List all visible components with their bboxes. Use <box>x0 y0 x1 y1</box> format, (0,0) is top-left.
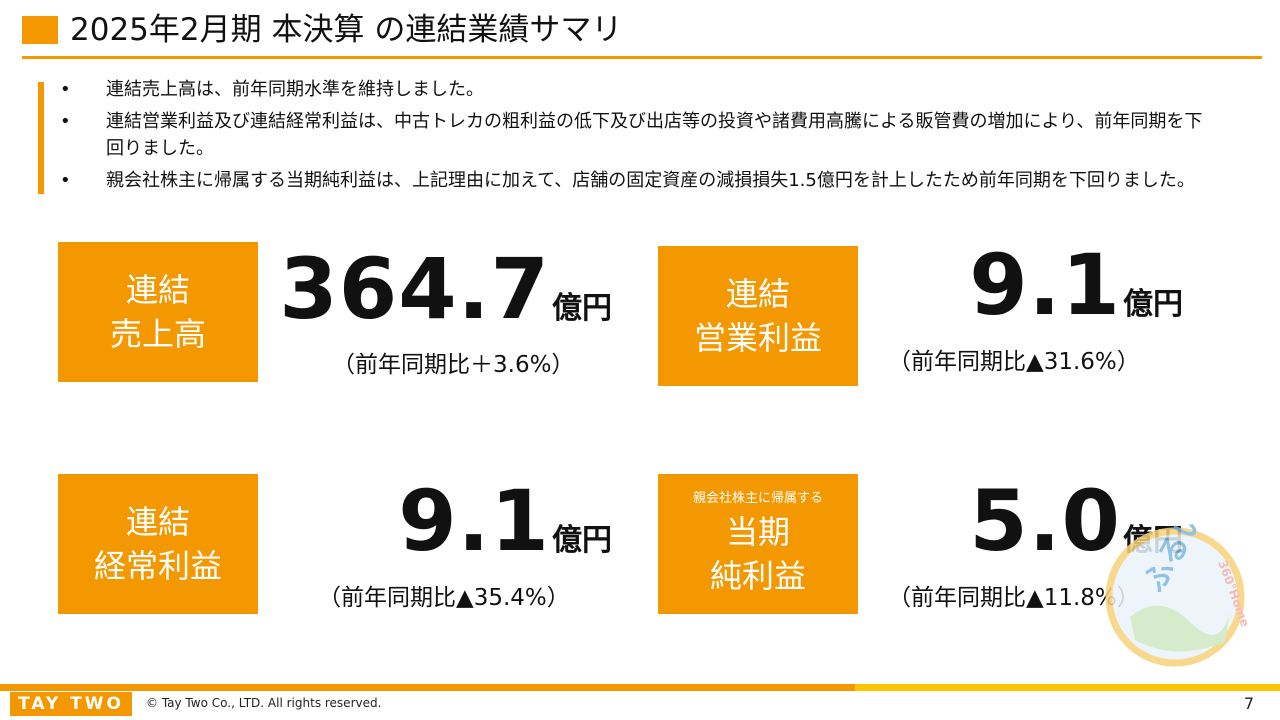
ordinary-value: 9.1億円 <box>398 472 612 570</box>
operating-number: 9.1 <box>969 236 1121 334</box>
ordinary-label-line2: 経常利益 <box>93 547 222 585</box>
page-number: 7 <box>1243 694 1254 713</box>
ordinary-number: 9.1 <box>398 472 550 570</box>
sales-label-box: 連結 売上高 <box>58 242 258 382</box>
bullet-marker: • <box>60 79 71 100</box>
net-label-box: 親会社株主に帰属する 当期 純利益 <box>658 474 858 614</box>
bullet-item: • 親会社株主に帰属する当期純利益は、上記理由に加えて、店舗の固定資産の減損損失1… <box>60 167 1210 194</box>
sales-yoy: （前年同期比＋3.6%） <box>332 352 575 378</box>
bullet-marker: • <box>60 170 71 191</box>
copyright: © Tay Two Co., LTD. All rights reserved. <box>146 696 382 710</box>
bullet-item: • 連結売上高は、前年同期水準を維持しました。 <box>60 76 1210 103</box>
bullet-text: 親会社株主に帰属する当期純利益は、上記理由に加えて、店舗の固定資産の減損損失1.… <box>106 170 1195 191</box>
net-label-small: 親会社株主に帰属する <box>692 491 823 506</box>
footer-bar-orange <box>0 684 855 691</box>
title-accent-square <box>22 16 58 44</box>
operating-value: 9.1億円 <box>969 236 1183 334</box>
furuichi-logo-icon: ふるいち 360°Home <box>1105 522 1250 667</box>
title-underline <box>22 56 1262 59</box>
sales-label-line2: 売上高 <box>109 315 206 353</box>
operating-label-line2: 営業利益 <box>693 319 822 357</box>
bullet-item: • 連結営業利益及び連結経常利益は、中古トレカの粗利益の低下及び出店等の投資や諸費… <box>60 108 1210 162</box>
bullet-accent-bar <box>38 82 44 194</box>
sales-label-line1: 連結 <box>125 271 190 309</box>
operating-yoy: （前年同期比▲31.6%） <box>888 349 1140 375</box>
operating-unit: 億円 <box>1123 287 1183 322</box>
operating-label-box: 連結 営業利益 <box>658 246 858 386</box>
sales-unit: 億円 <box>552 291 612 326</box>
summary-bullets: • 連結売上高は、前年同期水準を維持しました。 • 連結営業利益及び連結経常利益は、… <box>60 76 1210 199</box>
ordinary-yoy: （前年同期比▲35.4%） <box>318 585 570 611</box>
bullet-text: 連結売上高は、前年同期水準を維持しました。 <box>106 79 484 100</box>
ordinary-label-line1: 連結 <box>125 503 190 541</box>
sales-number: 364.7 <box>279 240 550 338</box>
net-number: 5.0 <box>969 472 1121 570</box>
net-label-line1: 当期 <box>725 513 790 551</box>
bullet-marker: • <box>60 111 71 132</box>
page-title: 2025年2月期 本決算 の連結業績サマリ <box>70 12 623 48</box>
net-yoy: （前年同期比▲11.8%） <box>888 585 1140 611</box>
ordinary-label-box: 連結 経常利益 <box>58 474 258 614</box>
footer-bar-yellow <box>855 684 1280 691</box>
operating-label-line1: 連結 <box>725 275 790 313</box>
ordinary-unit: 億円 <box>552 523 612 558</box>
sales-value: 364.7億円 <box>279 240 612 338</box>
bullet-text: 連結営業利益及び連結経常利益は、中古トレカの粗利益の低下及び出店等の投資や諸費用… <box>106 111 1203 159</box>
net-label-line2: 純利益 <box>709 557 806 595</box>
tay-two-logo: TAY TWO <box>10 692 132 716</box>
